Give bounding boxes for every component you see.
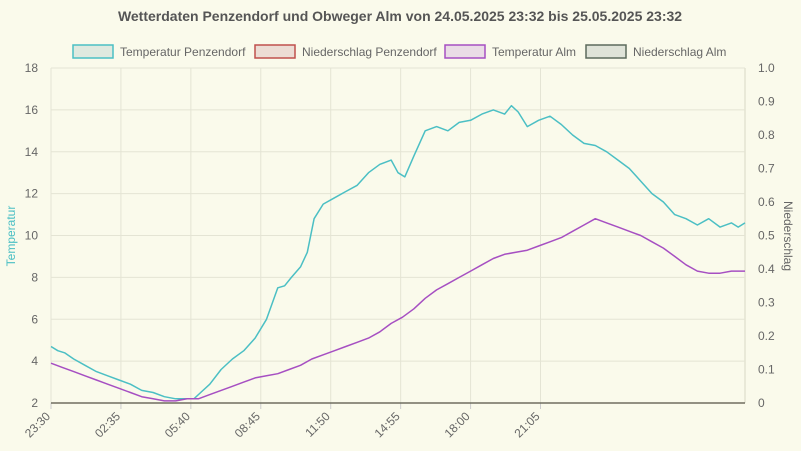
y-tick-left-label: 14 <box>25 145 39 159</box>
y-tick-right-label: 0.2 <box>758 329 775 343</box>
y-tick-right-label: 0.9 <box>758 95 775 109</box>
legend-swatch-1 <box>254 44 296 59</box>
y-tick-left-label: 8 <box>31 270 38 284</box>
x-tick-label: 02:35 <box>92 409 123 440</box>
chart-legend: Temperatur Penzendorf Niederschlag Penzen… <box>72 44 726 59</box>
x-tick-label: 05:40 <box>162 409 193 440</box>
legend-label-0: Temperatur Penzendorf <box>120 45 246 59</box>
y-tick-left-label: 4 <box>31 354 38 368</box>
legend-label-2: Temperatur Alm <box>492 45 576 59</box>
y-tick-right-label: 1.0 <box>758 61 775 75</box>
series-line-2 <box>50 217 745 402</box>
legend-label-3: Niederschlag Alm <box>633 45 726 59</box>
y-tick-left-label: 2 <box>31 396 38 410</box>
x-tick-label: 14:55 <box>372 409 403 440</box>
y-tick-left-label: 10 <box>25 229 39 243</box>
chart-series <box>50 104 746 404</box>
y-tick-right-label: 0.8 <box>758 128 775 142</box>
y-axis-left-title: Temperatur <box>4 206 18 267</box>
y-tick-right-label: 0.1 <box>758 363 775 377</box>
x-tick-label: 23:30 <box>22 409 53 440</box>
y-tick-right-label: 0.7 <box>758 162 775 176</box>
y-axis-left: 2 4 6 8 10 12 14 16 18 <box>25 61 39 410</box>
y-tick-right-label: 0.6 <box>758 195 775 209</box>
chart-grid <box>50 67 746 409</box>
legend-label-1: Niederschlag Penzendorf <box>302 45 437 59</box>
x-tick-label: 18:00 <box>442 409 473 440</box>
legend-swatch-0 <box>72 44 114 59</box>
y-tick-right-label: 0 <box>758 396 765 410</box>
y-tick-left-label: 6 <box>31 312 38 326</box>
y-axis-right: 0 0.1 0.2 0.3 0.4 0.5 0.6 0.7 0.8 0.9 1.0 <box>758 61 775 410</box>
x-tick-label: 11:50 <box>302 409 333 440</box>
y-axis-right-title: Niederschlag <box>781 201 795 271</box>
y-tick-left-label: 12 <box>25 187 39 201</box>
y-tick-right-label: 0.5 <box>758 229 775 243</box>
x-axis: 23:30 02:35 05:40 08:45 11:50 14:55 18:00 21:05 <box>22 409 543 440</box>
x-tick-label: 08:45 <box>232 409 263 440</box>
y-tick-left-label: 16 <box>25 103 39 117</box>
legend-swatch-3 <box>585 44 627 59</box>
y-tick-right-label: 0.3 <box>758 296 775 310</box>
y-tick-left-label: 18 <box>25 61 39 75</box>
legend-swatch-2 <box>444 44 486 59</box>
series-line-0 <box>50 104 746 400</box>
x-tick-label: 21:05 <box>511 409 542 440</box>
chart-title: Wetterdaten Penzendorf und Obweger Alm v… <box>118 8 682 24</box>
y-tick-right-label: 0.4 <box>758 262 775 276</box>
